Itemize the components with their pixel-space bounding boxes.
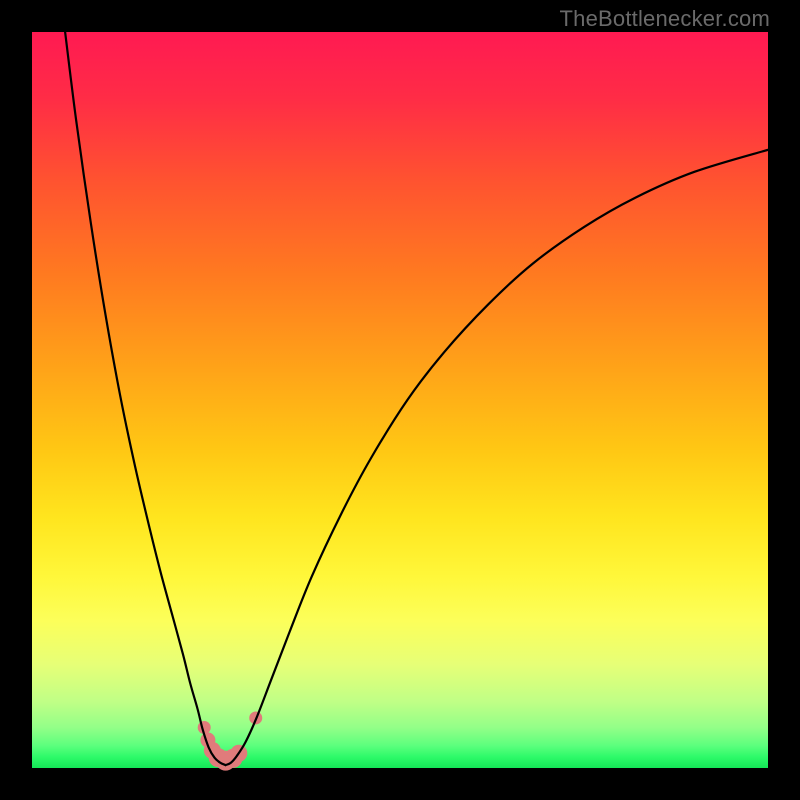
bottleneck-curve xyxy=(32,32,768,768)
stage: TheBottlenecker.com xyxy=(0,0,800,800)
watermark-text: TheBottlenecker.com xyxy=(560,6,770,32)
curve-left-branch xyxy=(65,32,225,765)
curve-right-branch xyxy=(226,150,768,765)
chart-container xyxy=(32,32,768,768)
